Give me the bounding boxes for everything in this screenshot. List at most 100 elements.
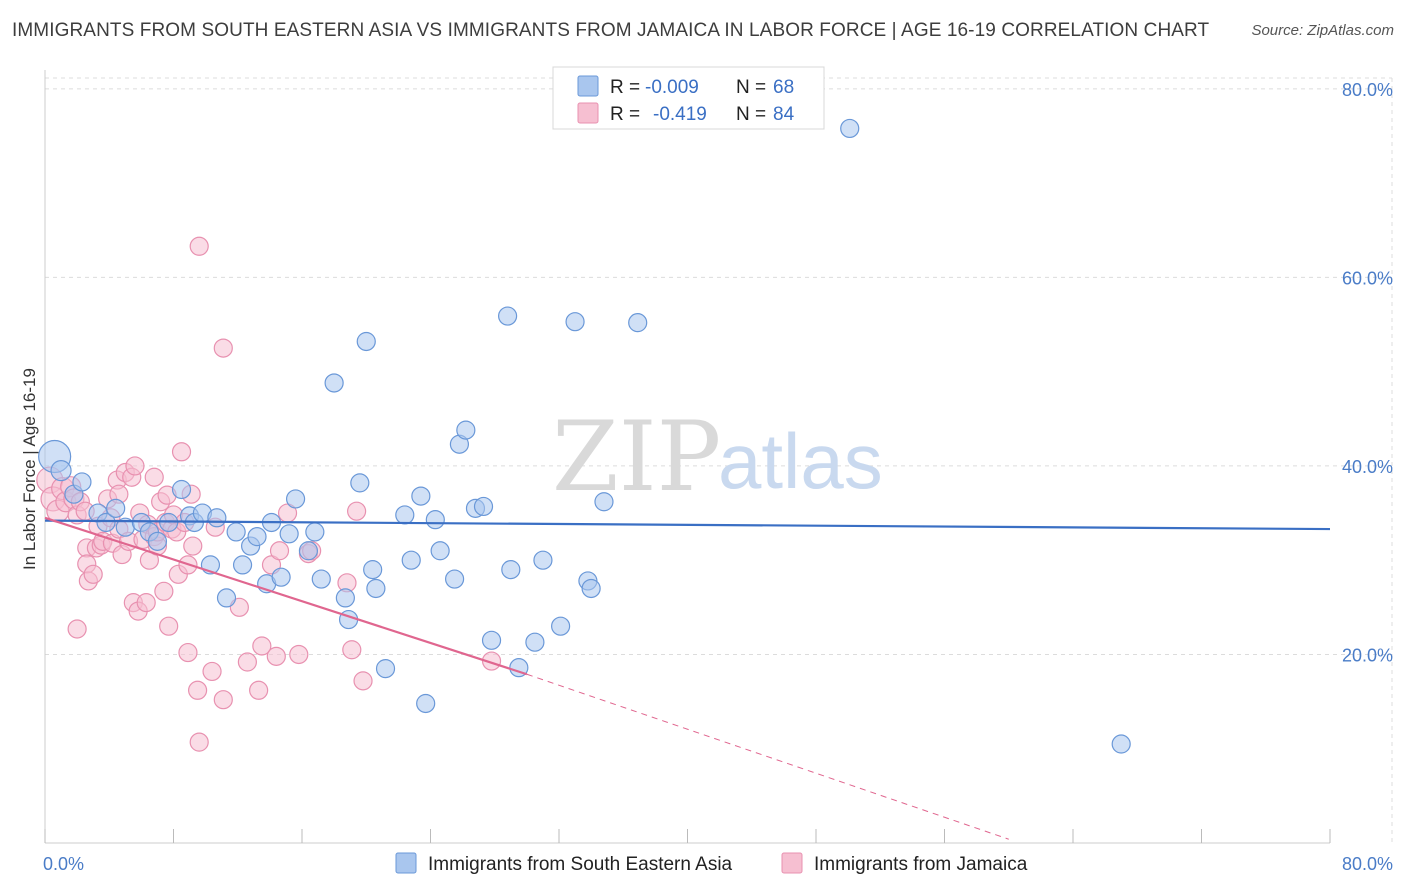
point-blue-40: [401, 550, 421, 570]
point-pink-53: [178, 642, 198, 663]
x-tick-label-1: 80.0%: [1342, 854, 1393, 874]
point-blue-3: [72, 472, 92, 492]
point-pink-45: [159, 616, 179, 636]
point-pink-34: [136, 593, 156, 613]
trend-line-pink: [44, 516, 528, 676]
point-blue-29: [305, 522, 325, 542]
point-blue-41: [411, 486, 431, 506]
point-pink-62: [213, 338, 233, 358]
point-pink-75: [342, 640, 362, 660]
point-blue-63: [1111, 734, 1131, 754]
point-pink-68: [266, 646, 286, 666]
point-pink-69: [269, 541, 290, 561]
point-blue-38: [375, 659, 396, 679]
trend-lines: [44, 516, 1331, 840]
point-blue-56: [551, 616, 571, 636]
point-blue-43: [425, 510, 445, 530]
point-pink-58: [189, 732, 209, 752]
y-tick-label-3: 80.0%: [1342, 80, 1393, 100]
point-blue-26: [279, 524, 299, 544]
point-blue-45: [444, 569, 465, 589]
legend-swatch-pink: [577, 102, 599, 124]
legend-n-value-1: 68: [773, 77, 794, 98]
point-blue-25: [271, 567, 291, 587]
bottom-legend-label-blue: Immigrants from South Eastern Asia: [428, 854, 733, 875]
point-blue-5: [96, 512, 116, 533]
legend-n-value-2: 84: [773, 104, 795, 125]
point-blue-19: [226, 522, 246, 542]
point-blue-1: [50, 460, 72, 482]
point-pink-65: [249, 680, 269, 700]
tick-labels: 20.0% 40.0% 60.0% 80.0% 0.0% 80.0%: [43, 80, 1393, 874]
point-pink-78: [481, 651, 502, 671]
point-blue-35: [356, 331, 376, 352]
legend-r-value-2: -0.419: [653, 104, 707, 125]
watermark-atlas: atlas: [718, 417, 883, 505]
point-blue-6: [106, 498, 126, 518]
point-blue-10: [147, 531, 168, 551]
point-pink-61: [213, 690, 233, 710]
legend-n-label-1: N =: [736, 77, 766, 98]
point-blue-27: [285, 489, 306, 509]
y-tick-label-0: 20.0%: [1342, 645, 1393, 665]
point-blue-55: [533, 550, 553, 570]
point-blue-36: [363, 560, 383, 580]
point-blue-61: [628, 313, 648, 333]
bottom-legend-swatch-blue: [395, 852, 417, 874]
y-tick-label-2: 60.0%: [1342, 268, 1393, 288]
point-blue-60: [594, 492, 614, 512]
point-pink-59: [202, 661, 222, 682]
point-pink-64: [237, 652, 257, 672]
point-pink-50: [171, 442, 192, 462]
point-blue-59: [581, 578, 601, 599]
point-blue-52: [501, 560, 521, 580]
point-blue-47: [456, 420, 476, 440]
point-pink-76: [347, 501, 367, 521]
point-pink-63: [229, 597, 249, 617]
watermark: ZIP atlas: [552, 401, 883, 513]
point-pink-55: [183, 536, 203, 556]
chart-title: IMMIGRANTS FROM SOUTH EASTERN ASIA VS IM…: [12, 20, 1210, 41]
legend-r-label-2: R =: [610, 104, 640, 125]
point-pink-37: [144, 467, 164, 487]
point-blue-34: [350, 473, 370, 493]
y-tick-label-1: 40.0%: [1342, 457, 1393, 477]
stats-legend: R = -0.009 N = 68 R = -0.419 N = 84: [552, 66, 825, 130]
legend-swatch-blue: [577, 75, 599, 97]
point-blue-57: [565, 312, 585, 332]
point-blue-32: [335, 588, 355, 608]
point-blue-12: [171, 479, 192, 500]
point-pink-57: [189, 236, 209, 256]
point-blue-44: [430, 541, 450, 561]
watermark-zip: ZIP: [552, 401, 721, 513]
point-blue-50: [481, 630, 502, 650]
legend-r-value-1: -0.009: [645, 77, 699, 98]
point-blue-30: [311, 569, 331, 589]
legend-n-label-2: N =: [736, 104, 766, 125]
trend-line-pink-extension: [526, 673, 1009, 840]
point-blue-49: [473, 496, 494, 517]
x-tick-label-0: 0.0%: [43, 854, 84, 874]
point-pink-30: [125, 456, 145, 476]
point-pink-77: [353, 671, 373, 691]
point-blue-39: [395, 505, 415, 525]
point-blue-28: [298, 541, 319, 561]
bottom-legend-swatch-pink: [781, 852, 803, 874]
point-pink-10: [67, 619, 87, 639]
point-blue-42: [416, 693, 436, 714]
point-pink-66: [252, 636, 272, 656]
point-blue-62: [840, 118, 860, 139]
point-blue-20: [232, 555, 253, 575]
point-blue-37: [366, 578, 386, 599]
bottom-legend: Immigrants from South Eastern Asia Immig…: [395, 852, 1028, 875]
point-pink-56: [187, 680, 208, 700]
point-blue-51: [498, 306, 518, 326]
point-pink-71: [289, 644, 309, 665]
point-blue-54: [525, 632, 545, 652]
legend-r-label-1: R =: [610, 77, 640, 98]
point-pink-42: [154, 581, 174, 601]
point-blue-17: [207, 508, 227, 528]
point-pink-14: [83, 564, 103, 584]
point-blue-31: [324, 373, 344, 393]
